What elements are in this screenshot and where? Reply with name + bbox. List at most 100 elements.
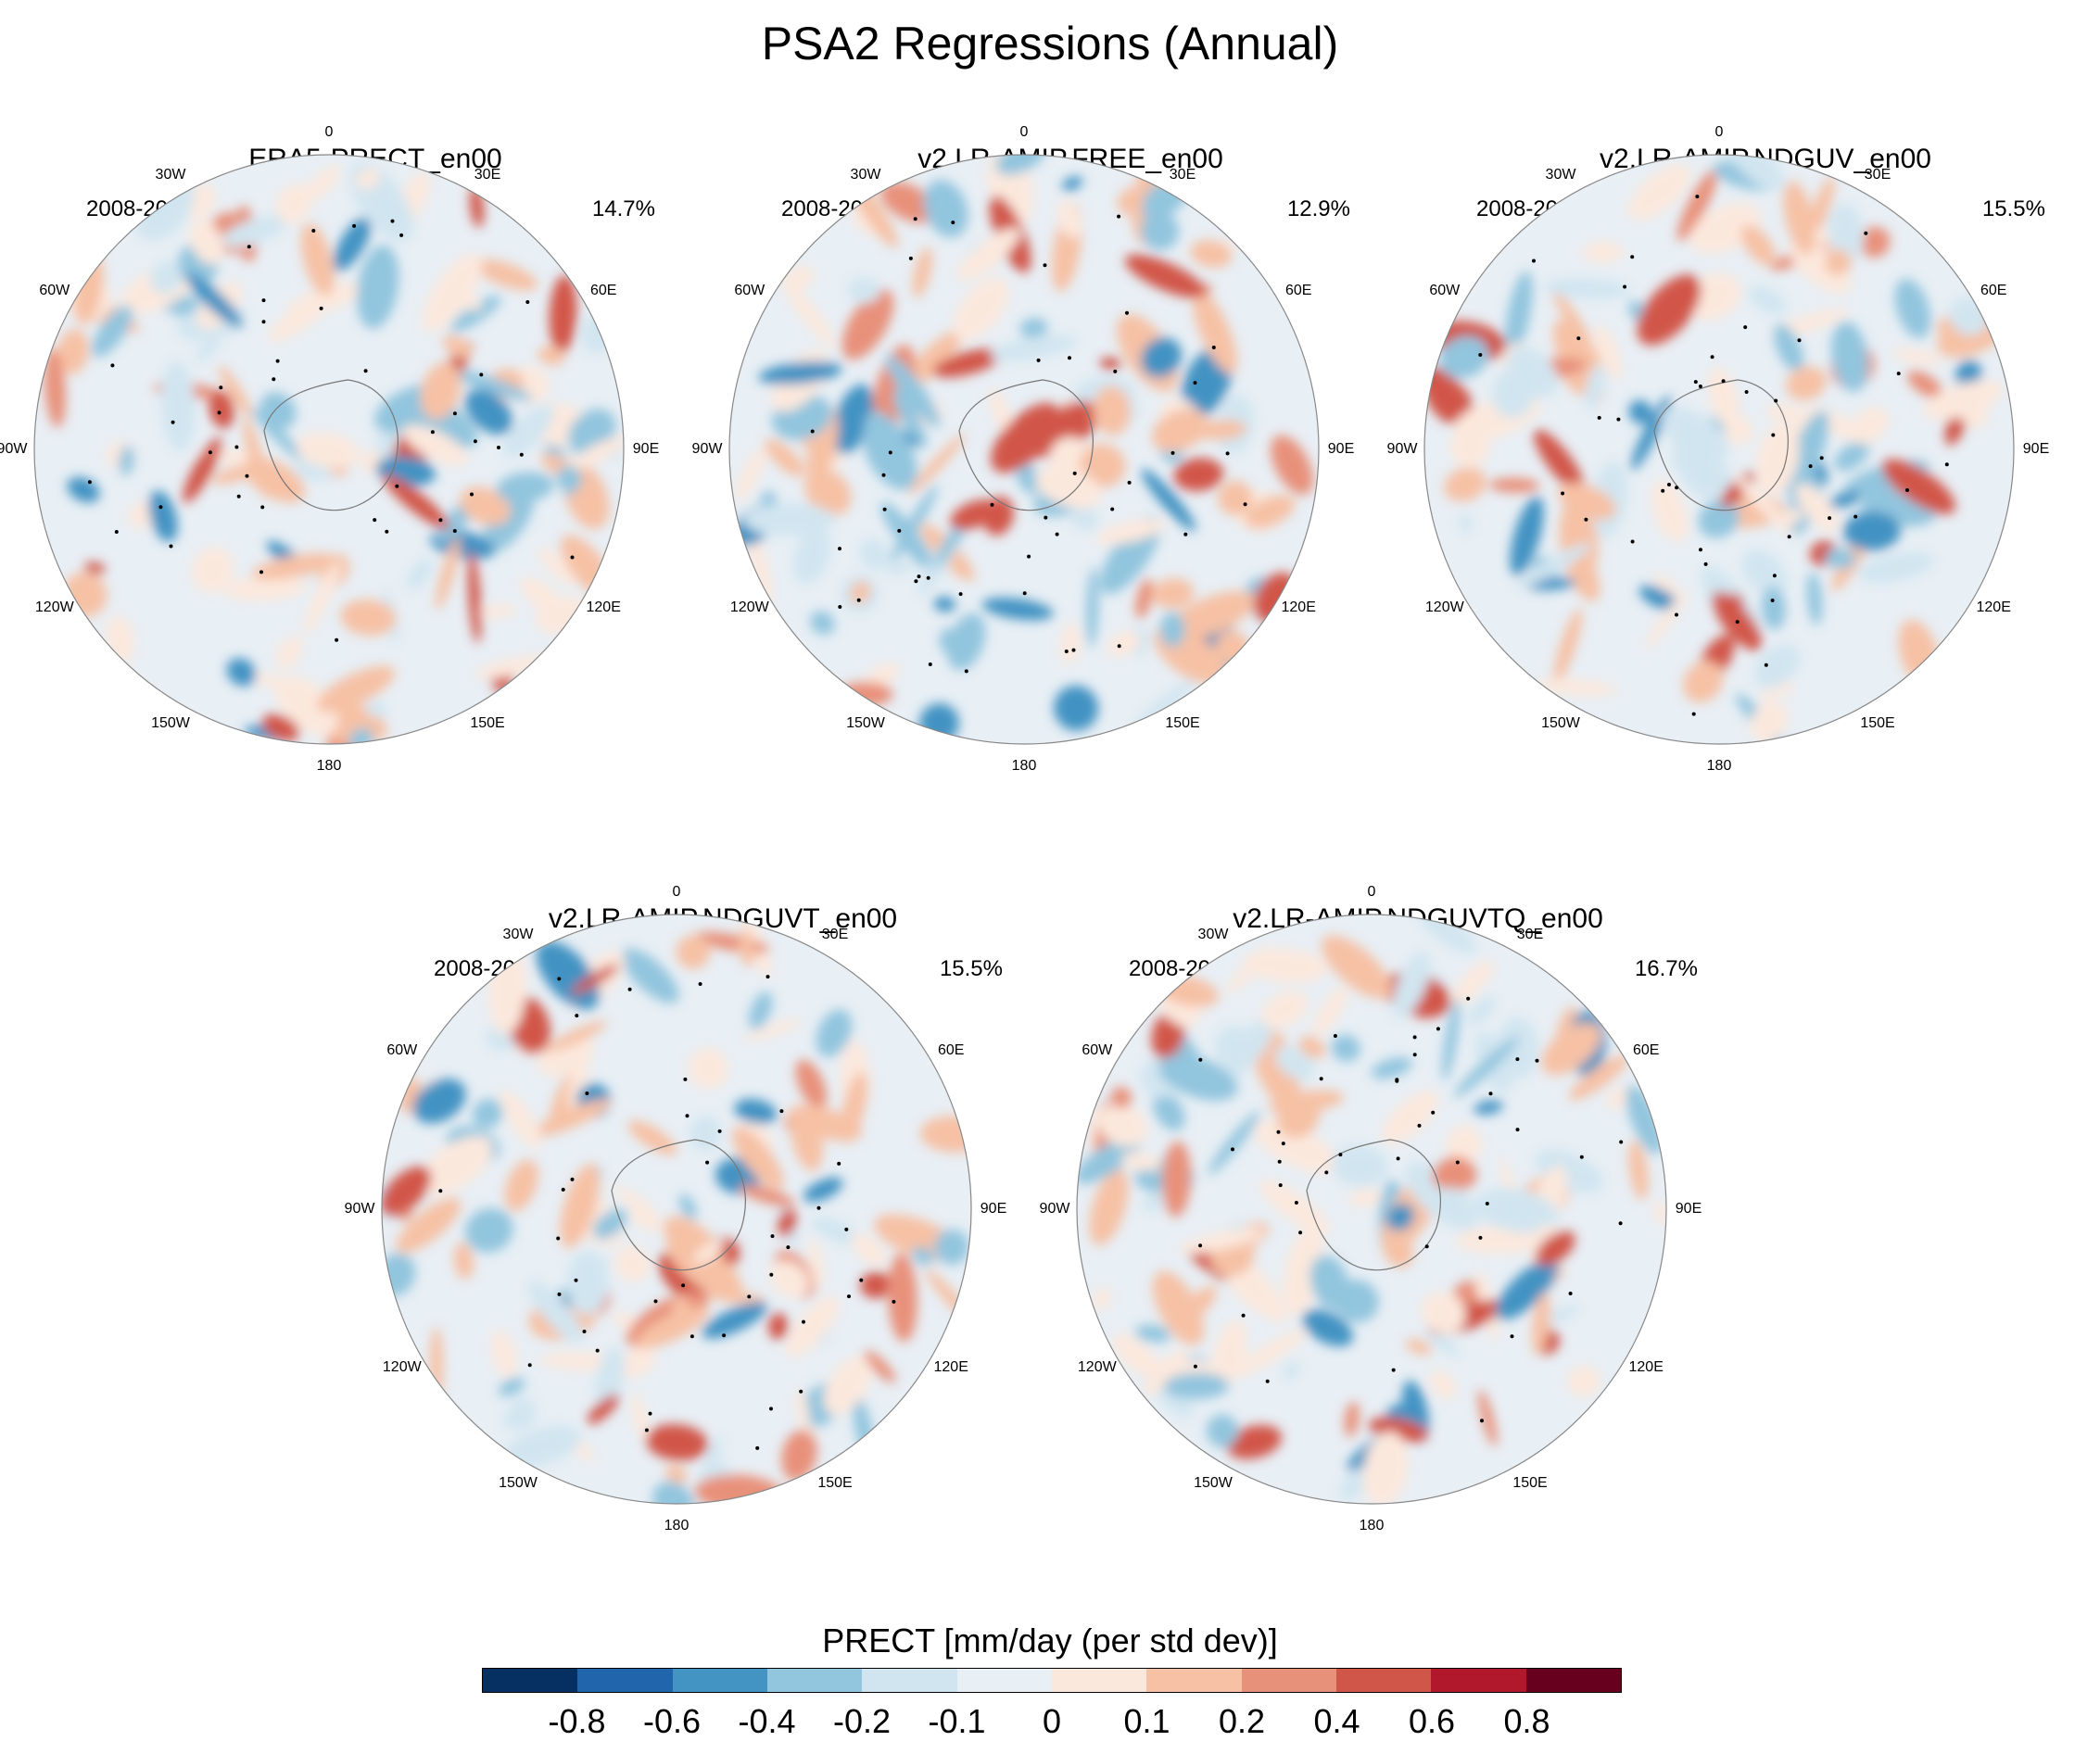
longitude-label: 90W <box>1386 441 1418 457</box>
map-background <box>382 915 971 1504</box>
significance-dot <box>1535 1058 1539 1063</box>
significance-dot <box>1225 451 1230 456</box>
significance-dot <box>473 439 477 444</box>
significance-dot <box>683 1077 688 1081</box>
anomaly-region <box>734 1098 778 1124</box>
longitude-label: 60W <box>1429 283 1461 298</box>
anomaly-region <box>1107 630 1141 658</box>
anomaly-region <box>412 1079 466 1124</box>
anomaly-region <box>1891 347 1943 365</box>
anomaly-region <box>1786 366 1827 401</box>
anomaly-region <box>859 538 890 571</box>
longitude-label: 120E <box>933 1359 968 1375</box>
longitude-label: 30W <box>502 926 534 942</box>
significance-dot <box>335 637 339 642</box>
significance-dot <box>799 1389 803 1394</box>
longitude-label: 60W <box>734 283 765 298</box>
anomaly-region <box>778 1208 797 1237</box>
anomaly-region <box>1627 164 1691 221</box>
significance-dot <box>527 1363 532 1368</box>
anomaly-region <box>1173 458 1224 492</box>
anomaly-region <box>1077 1136 1141 1184</box>
colorbar-swatch <box>1335 1669 1432 1692</box>
anomaly-region <box>498 1377 525 1397</box>
significance-dot <box>1568 1292 1573 1295</box>
anomaly-region <box>1141 468 1196 532</box>
significance-dot <box>1071 648 1076 652</box>
anomaly-region <box>567 435 624 470</box>
longitude-label: 150W <box>1541 715 1580 732</box>
significance-dot <box>1675 612 1678 617</box>
significance-dot <box>1412 1035 1417 1040</box>
antarctica-coastline <box>1653 379 1789 511</box>
significance-dot <box>247 245 251 249</box>
anomaly-region <box>1092 1287 1112 1310</box>
anomaly-region <box>841 289 894 360</box>
anomaly-region <box>847 277 880 304</box>
anomaly-region <box>545 1020 608 1053</box>
anomaly-region <box>1334 1280 1379 1323</box>
significance-dot <box>479 372 484 377</box>
anomaly-region <box>504 1425 581 1468</box>
significance-dot <box>1819 456 1824 461</box>
anomaly-region <box>893 389 927 448</box>
anomaly-region <box>1158 1054 1238 1101</box>
polar-map <box>33 154 625 745</box>
anomaly-region <box>296 432 361 469</box>
longitude-label: 90W <box>0 441 28 457</box>
longitude-label: 150W <box>846 715 885 732</box>
anomaly-region <box>218 366 252 417</box>
colorbar-swatch <box>862 1669 957 1692</box>
anomaly-region <box>275 636 303 669</box>
longitude-label: 60W <box>39 283 70 298</box>
colorbar-tick-label: 0.1 <box>1123 1702 1170 1740</box>
anomaly-region <box>536 940 600 1010</box>
anomaly-region <box>1630 396 1671 471</box>
anomaly-region <box>1553 608 1583 685</box>
significance-dot <box>838 547 841 551</box>
anomaly-region <box>1134 1324 1171 1343</box>
longitude-label: 0 <box>324 124 334 140</box>
anomaly-region <box>1504 271 1533 357</box>
anomaly-region <box>500 1090 542 1150</box>
anomaly-region <box>933 596 956 612</box>
anomaly-region <box>420 361 462 420</box>
significance-dot <box>888 450 892 455</box>
significance-dot <box>1436 1027 1440 1031</box>
longitude-label: 150E <box>1860 715 1895 732</box>
significance-dot <box>1281 1142 1285 1146</box>
anomaly-region <box>1455 1227 1534 1255</box>
significance-dot <box>1584 517 1588 522</box>
anomaly-region <box>1298 1036 1326 1059</box>
longitude-label: 180 <box>316 758 342 774</box>
anomaly-region <box>702 1302 767 1339</box>
anomaly-region <box>1741 549 1788 598</box>
anomaly-region <box>1331 1034 1360 1062</box>
significance-dot <box>1616 417 1621 422</box>
anomaly-region <box>1828 203 1865 262</box>
anomaly-region <box>1425 1329 1460 1357</box>
anomaly-region <box>1535 1230 1575 1267</box>
anomaly-region <box>781 1429 817 1482</box>
significance-dot <box>438 1189 443 1193</box>
significance-dot <box>689 1334 694 1339</box>
anomaly-region <box>1153 1092 1185 1131</box>
colorbar-swatch <box>672 1669 767 1692</box>
anomaly-region <box>464 389 513 435</box>
anomaly-region <box>1651 479 1689 543</box>
anomaly-region <box>1120 1152 1161 1171</box>
anomaly-region <box>991 402 1061 473</box>
anomaly-region <box>1110 1086 1132 1109</box>
significance-dot <box>1515 1057 1520 1062</box>
anomaly-region <box>1312 986 1348 1037</box>
anomaly-region <box>890 485 939 563</box>
anomaly-region <box>790 1104 823 1171</box>
significance-dot <box>1735 620 1739 625</box>
anomaly-region <box>1661 407 1729 462</box>
anomaly-region <box>1733 473 1794 536</box>
significance-dot <box>1764 662 1768 667</box>
significance-dot <box>926 575 930 580</box>
significance-dot <box>1630 255 1635 259</box>
significance-dot <box>1466 996 1471 1001</box>
anomaly-region <box>1421 1291 1466 1334</box>
